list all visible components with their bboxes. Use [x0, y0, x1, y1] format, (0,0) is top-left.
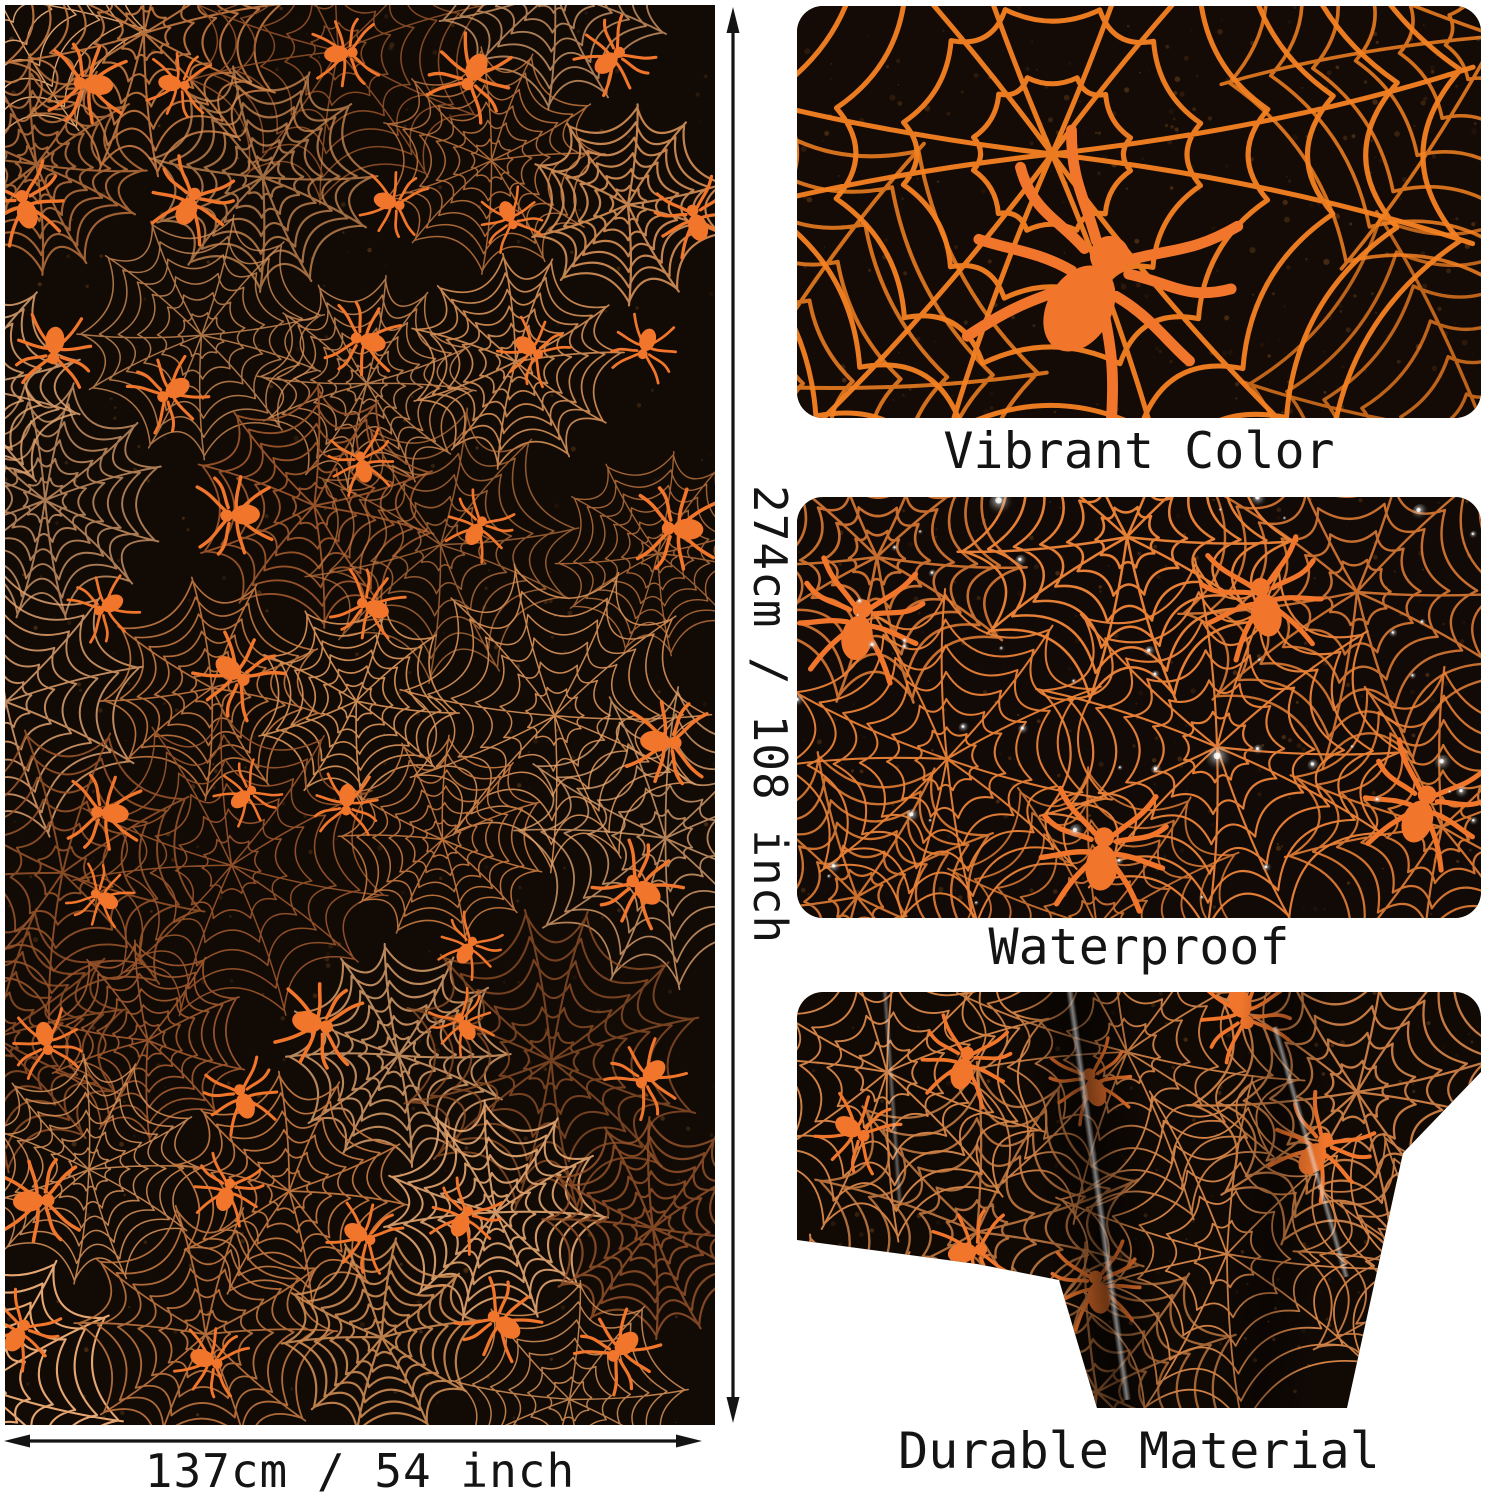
feature-caption-vibrant-color: Vibrant Color [943, 422, 1335, 480]
durable-material-image [797, 992, 1481, 1408]
waterproof-image [797, 497, 1481, 918]
feature-caption-waterproof: Waterproof [988, 918, 1290, 976]
width-dimension-label: 137cm / 54 inch [144, 1444, 576, 1498]
height-dimension-label: 274cm / 108 inch [743, 485, 797, 945]
width-dimension-arrow-icon [4, 1434, 702, 1448]
feature-caption-durable-material: Durable Material [898, 1422, 1380, 1480]
feature-panel-waterproof [797, 497, 1481, 918]
tablecloth-full-view [5, 5, 715, 1425]
tablecloth-pattern-image [5, 5, 715, 1425]
height-dimension-arrow-icon [726, 7, 740, 1423]
feature-panel-vibrant-color [797, 6, 1481, 418]
vibrant-color-image [797, 6, 1481, 418]
feature-panel-durable-material [797, 992, 1481, 1408]
